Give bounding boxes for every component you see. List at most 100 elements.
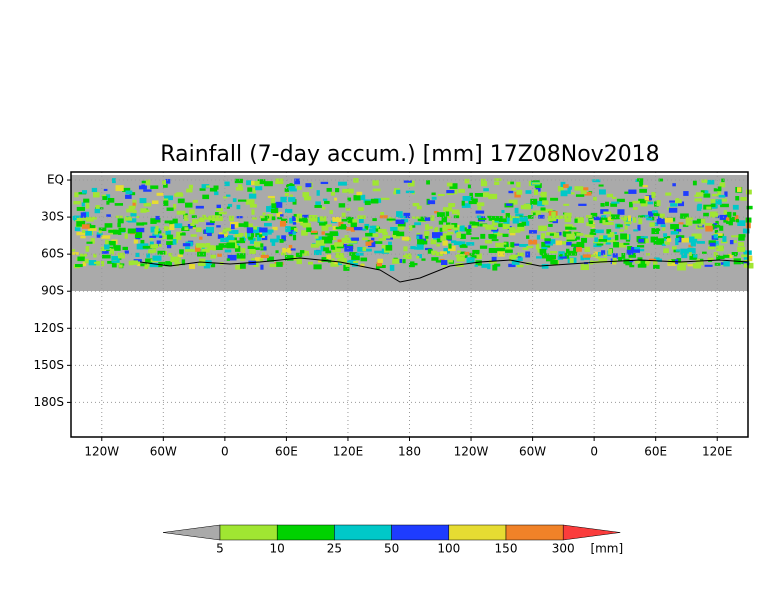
rain-cell xyxy=(289,234,293,237)
rain-cell xyxy=(482,224,488,228)
rain-cell xyxy=(75,264,83,268)
rain-cell xyxy=(650,216,655,221)
rain-cell xyxy=(746,262,754,269)
rain-cell xyxy=(476,253,482,260)
rain-cell xyxy=(718,255,725,260)
rain-cell xyxy=(589,232,596,235)
rain-cell xyxy=(267,256,274,262)
rain-cell xyxy=(101,250,109,254)
rain-cell xyxy=(644,195,649,201)
rain-cell xyxy=(574,186,584,191)
colorbar-label: 50 xyxy=(384,542,399,556)
rain-cell xyxy=(402,255,410,258)
rain-cell xyxy=(130,213,137,217)
rain-cell xyxy=(85,246,90,252)
rain-cell xyxy=(720,262,725,265)
rain-cell xyxy=(525,190,532,194)
rain-cell xyxy=(701,179,708,183)
rain-cell xyxy=(324,200,330,204)
rain-cell xyxy=(179,249,184,255)
rain-cell xyxy=(351,237,360,241)
rain-cell xyxy=(305,183,312,188)
rain-cell xyxy=(694,194,700,197)
rain-cell xyxy=(638,248,645,252)
rain-cell xyxy=(676,228,682,232)
rain-cell xyxy=(143,189,152,192)
rain-cell xyxy=(343,264,350,271)
rain-cell xyxy=(737,242,745,247)
rain-cell xyxy=(552,216,561,220)
rain-cell xyxy=(249,249,256,255)
rain-cell xyxy=(334,242,344,247)
rain-cell xyxy=(335,188,340,193)
rain-cell xyxy=(113,245,117,250)
rain-cell xyxy=(195,243,205,248)
rain-cell xyxy=(210,263,216,268)
rain-cell xyxy=(627,258,633,262)
colorbar-label: 300 xyxy=(552,542,575,556)
rain-cell xyxy=(210,254,217,259)
rain-cell xyxy=(255,186,263,191)
rain-cell xyxy=(310,231,318,235)
rain-cell xyxy=(494,216,503,221)
rain-cell xyxy=(166,234,174,240)
rain-cell xyxy=(737,187,742,192)
rain-cell xyxy=(292,231,296,235)
rain-cell xyxy=(382,232,388,235)
rain-cell xyxy=(237,184,243,188)
rain-cell xyxy=(431,250,438,256)
rain-cell xyxy=(538,225,548,232)
rain-cell xyxy=(619,229,624,232)
rain-cell xyxy=(192,219,199,224)
rain-cell xyxy=(561,241,570,245)
rain-cell xyxy=(334,197,338,201)
rain-cell xyxy=(144,264,149,269)
rain-cell xyxy=(389,264,395,271)
rain-cell xyxy=(302,192,310,198)
rain-cell xyxy=(670,224,679,230)
rain-cell xyxy=(235,264,242,270)
rain-cell xyxy=(150,243,159,249)
rain-cell xyxy=(494,181,500,186)
rain-cell xyxy=(319,216,327,222)
rain-cell xyxy=(170,256,179,263)
rain-cell xyxy=(72,249,76,252)
rain-cell xyxy=(520,205,526,210)
rain-cell xyxy=(437,193,445,197)
rain-cell xyxy=(144,209,150,213)
rain-cell xyxy=(287,248,296,251)
rain-cell xyxy=(441,233,451,239)
rain-cell xyxy=(132,202,136,208)
rain-cell xyxy=(266,214,274,218)
rain-cell xyxy=(321,206,326,210)
rain-cell xyxy=(124,233,128,239)
rain-cell xyxy=(80,212,87,218)
rain-cell xyxy=(496,247,505,252)
rain-cell xyxy=(374,226,381,232)
rain-cell xyxy=(662,227,666,231)
rain-cell xyxy=(586,215,593,219)
rain-cell xyxy=(322,198,328,201)
rain-cell xyxy=(491,228,499,232)
x-tick-label: 60E xyxy=(644,445,667,459)
rain-cell xyxy=(122,246,128,251)
rain-cell xyxy=(536,235,541,240)
rain-cell xyxy=(454,228,459,234)
rain-cell xyxy=(396,189,401,194)
rain-cell xyxy=(488,248,498,253)
rain-cell xyxy=(523,203,532,210)
rain-cell xyxy=(606,193,613,198)
rain-cell xyxy=(618,256,623,262)
rain-cell xyxy=(235,186,244,191)
x-tick-label: 60W xyxy=(519,445,546,459)
rain-cell xyxy=(226,258,230,261)
rain-cell xyxy=(721,198,728,202)
rain-cell xyxy=(128,260,134,266)
rain-cell xyxy=(115,245,121,250)
rain-cell xyxy=(402,259,406,264)
rain-cell xyxy=(136,222,145,226)
rain-cell xyxy=(503,220,510,225)
rain-cell xyxy=(101,260,105,267)
rain-cell xyxy=(511,187,517,191)
rain-cell xyxy=(281,218,288,223)
